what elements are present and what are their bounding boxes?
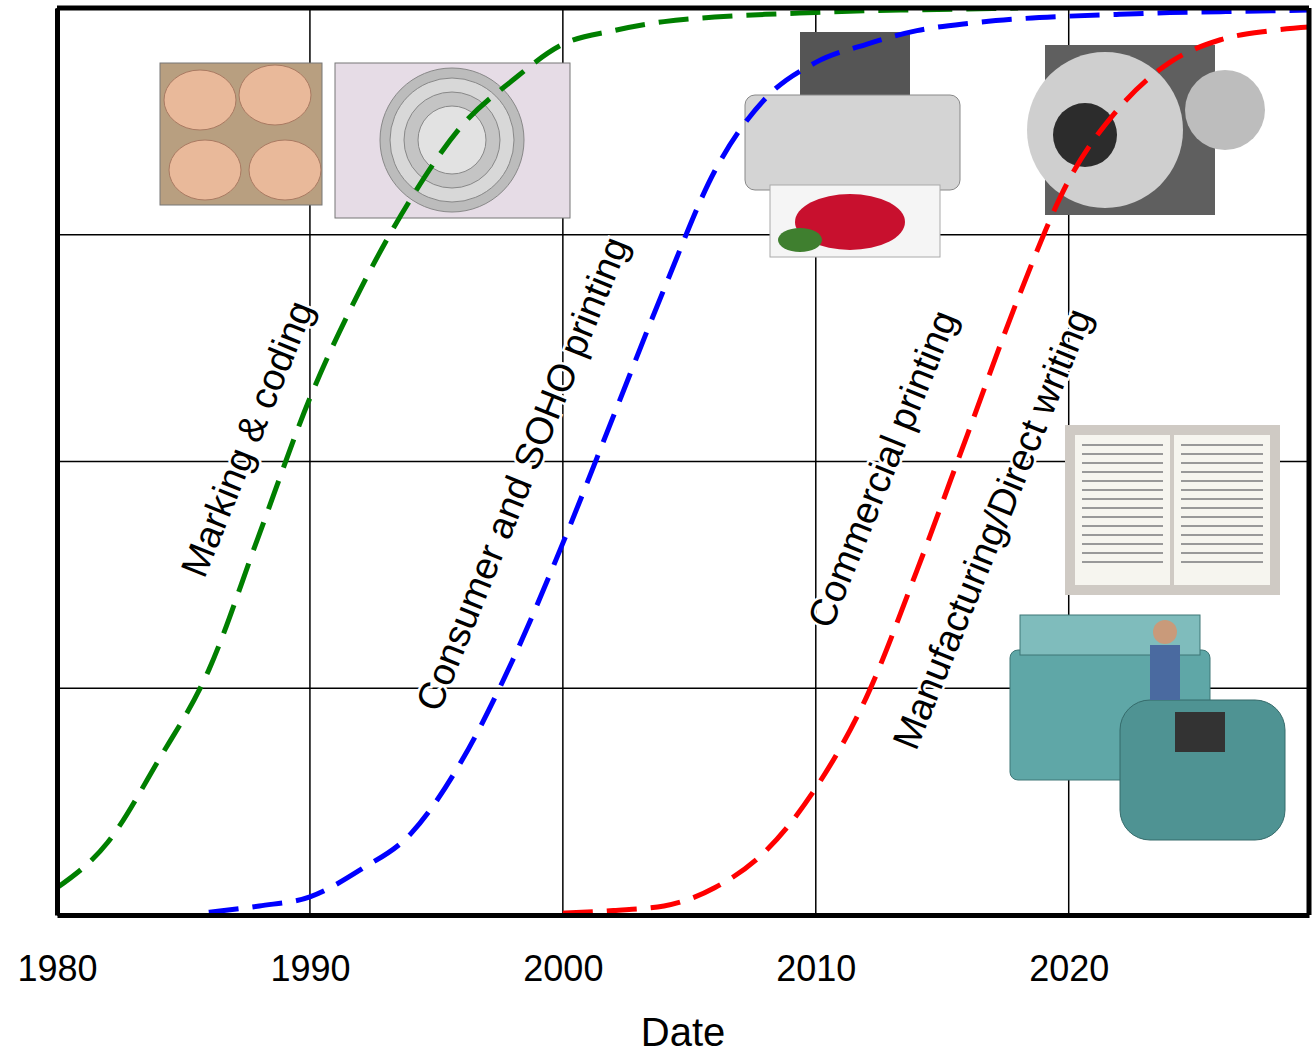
press-console xyxy=(1120,700,1285,840)
y-axis xyxy=(57,9,59,916)
printer-body xyxy=(745,95,960,190)
frame-right xyxy=(1307,8,1312,915)
book-text-line xyxy=(1082,471,1163,473)
book-text-line xyxy=(1181,516,1263,518)
x-axis: 1980 1990 2000 2010 2020 xyxy=(17,915,1309,989)
book-text-line xyxy=(1181,462,1263,464)
press-picture xyxy=(1010,615,1285,840)
printer-tray xyxy=(800,32,910,102)
book-text-line xyxy=(1082,444,1163,446)
x-tick-label: 1990 xyxy=(270,948,350,989)
x-tick: 2020 xyxy=(1029,915,1109,989)
x-tick: 1990 xyxy=(270,915,350,989)
book-text-line xyxy=(1082,453,1163,455)
x-axis-title: Date xyxy=(641,1010,726,1054)
book-text-line xyxy=(1082,462,1163,464)
book-text-line xyxy=(1082,534,1163,536)
book-text-line xyxy=(1082,507,1163,509)
grid-line-x xyxy=(56,8,58,915)
book-text-line xyxy=(1082,561,1163,563)
printer-picture xyxy=(745,32,960,257)
gear xyxy=(1027,52,1183,208)
x-tick: 1980 xyxy=(17,915,97,989)
x-tick-label: 2020 xyxy=(1029,948,1109,989)
series-line xyxy=(563,26,1309,913)
book-text-line xyxy=(1082,480,1163,482)
picture-frame xyxy=(1065,425,1280,595)
press-screen xyxy=(1175,712,1225,752)
book-text-line xyxy=(1082,498,1163,500)
egg xyxy=(169,140,241,200)
book-text-line xyxy=(1181,444,1263,446)
gear-2 xyxy=(1185,70,1265,150)
grid-line-y xyxy=(57,234,1309,236)
x-tick-label: 1980 xyxy=(17,948,97,989)
press-operator-body xyxy=(1150,645,1180,700)
book-text-line xyxy=(1181,489,1263,491)
egg xyxy=(239,65,311,125)
book-text-line xyxy=(1181,471,1263,473)
series-line xyxy=(209,10,1309,912)
grid xyxy=(57,8,1309,915)
x-tick: 2000 xyxy=(523,915,603,989)
series-line xyxy=(57,8,1018,888)
picture-frame xyxy=(160,63,322,205)
gear-hole xyxy=(1053,103,1117,167)
annotation: Manufacturing/Direct writing xyxy=(885,303,1100,755)
book-text-line xyxy=(1181,453,1263,455)
eggs-picture xyxy=(160,63,322,205)
book-text-line xyxy=(1082,525,1163,527)
x-tick-label: 2000 xyxy=(523,948,603,989)
grid-line-y xyxy=(57,914,1309,916)
book-page xyxy=(1174,435,1270,585)
annotations: Marking & coding Consumer and SOHO printi… xyxy=(173,231,1100,755)
frame-top xyxy=(57,6,1309,11)
annotation: Commercial printing xyxy=(799,304,965,633)
printer-leaf xyxy=(778,228,822,252)
book-text-line xyxy=(1181,543,1263,545)
grid-line-y xyxy=(57,7,1309,9)
press-operator xyxy=(1153,620,1177,644)
y-axis-line xyxy=(55,9,60,916)
printer-paper xyxy=(770,185,940,257)
book-text-line xyxy=(1181,498,1263,500)
book-text-line xyxy=(1082,489,1163,491)
book-text-line xyxy=(1082,543,1163,545)
book-text-line xyxy=(1181,507,1263,509)
series-group xyxy=(57,8,1309,913)
book-text-line xyxy=(1181,525,1263,527)
annotation: Consumer and SOHO printing xyxy=(408,231,637,717)
book-picture xyxy=(1065,425,1280,595)
book-text-line xyxy=(1181,552,1263,554)
book-text-line xyxy=(1082,552,1163,554)
x-axis-line xyxy=(58,913,1310,918)
annotation: Marking & coding xyxy=(173,295,322,583)
book-text-line xyxy=(1181,534,1263,536)
x-tick-label: 2010 xyxy=(776,948,856,989)
book-text-line xyxy=(1181,480,1263,482)
chart: 1980 1990 2000 2010 2020 Marking & coding Cons… xyxy=(0,0,1316,1064)
x-tick: 2010 xyxy=(776,915,856,989)
egg xyxy=(249,140,321,200)
book-text-line xyxy=(1082,516,1163,518)
book-page xyxy=(1075,435,1170,585)
egg xyxy=(164,70,236,130)
book-text-line xyxy=(1181,561,1263,563)
